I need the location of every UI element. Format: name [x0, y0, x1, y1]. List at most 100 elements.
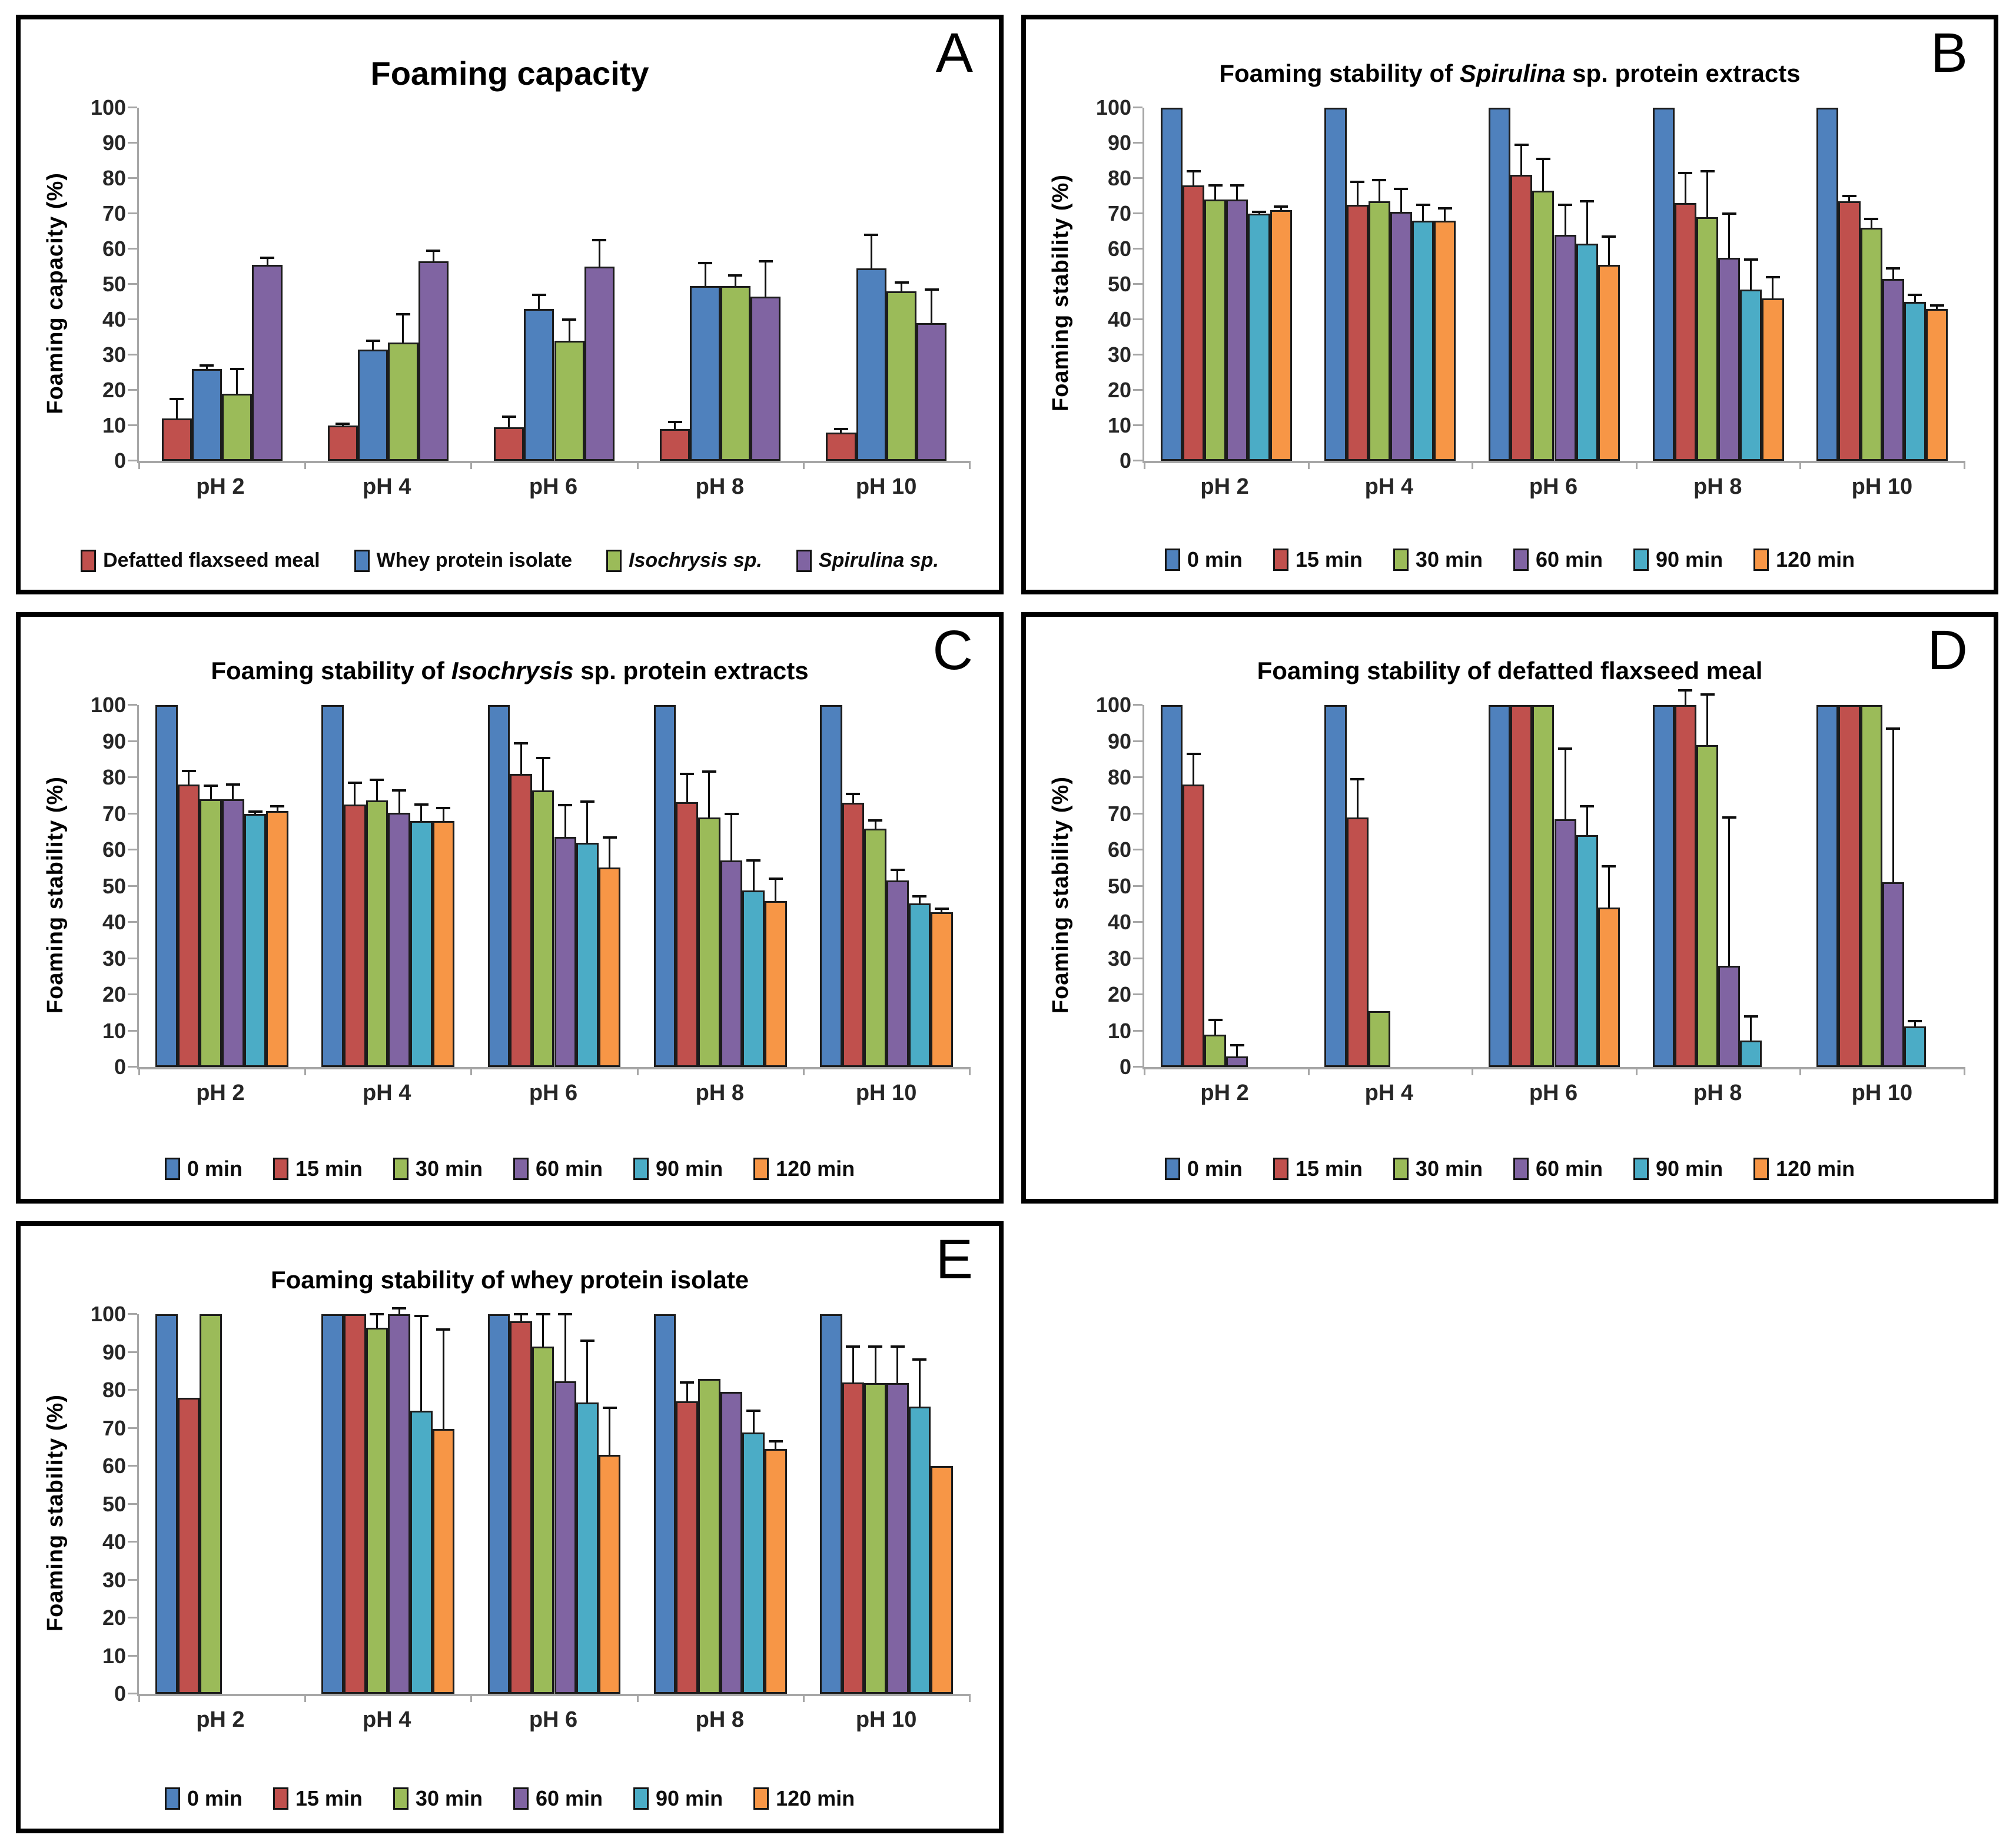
error-bar-cap — [864, 234, 879, 236]
bar — [388, 343, 419, 461]
bar — [222, 799, 244, 1067]
legend-label: 120 min — [776, 1786, 855, 1810]
y-tick-mark — [128, 1427, 137, 1429]
legend-label: Whey protein isolate — [376, 549, 573, 571]
bars-layer — [139, 705, 969, 1067]
error-bar — [1356, 182, 1359, 205]
error-bar-cap — [1722, 212, 1736, 215]
bar — [1740, 290, 1762, 461]
error-bar-cap — [1558, 747, 1573, 750]
error-bar-cap — [426, 250, 441, 252]
bar — [532, 1346, 554, 1694]
error-bar — [1542, 159, 1545, 191]
x-tick-mark — [138, 1694, 140, 1702]
chart-title-segment: sp. protein extracts — [1565, 59, 1801, 87]
y-axis-title: Foaming capacity (%) — [42, 172, 68, 414]
legend-item: 120 min — [1753, 547, 1855, 572]
y-tick-mark — [128, 424, 137, 426]
y-tick-label: 10 — [1107, 413, 1131, 437]
legend: 0 min 15 min 30 min 60 min 90 min 120 min — [21, 1786, 999, 1811]
bars-layer — [139, 1307, 969, 1694]
plot-area: 0 10 20 30 40 50 60 70 80 90 100 — [91, 1304, 971, 1704]
error-bar-cap — [833, 428, 848, 430]
legend-item: 30 min — [1393, 1156, 1483, 1181]
error-bar — [775, 1441, 777, 1449]
bar — [1204, 200, 1227, 461]
x-axis-label: pH 2 — [1200, 474, 1249, 499]
error-bar — [1914, 1021, 1916, 1027]
x-tick-mark — [1635, 1067, 1638, 1075]
bar — [653, 705, 676, 1067]
error-bar-cap — [1394, 188, 1409, 190]
y-tick-mark — [1133, 177, 1142, 179]
x-axis-label: pH 8 — [695, 1080, 744, 1105]
bar — [366, 800, 388, 1067]
y-tick-mark — [128, 1066, 137, 1068]
chart-region: Foaming stability (%) 0 10 20 30 40 50 60 70 80 90… — [1026, 689, 1994, 1153]
error-bar-cap — [1886, 267, 1901, 270]
panel-d-flaxseed-stability: Foaming stability of defatted flaxseed m… — [1021, 612, 1998, 1204]
plot-column: 0 10 20 30 40 50 60 70 80 90 100 pH 2 pH 4 pH 6 pH 8 pH… — [1096, 689, 1965, 1116]
legend-item: 15 min — [1273, 1156, 1363, 1181]
legend-swatch — [1164, 549, 1180, 571]
bars-layer — [1144, 108, 1964, 461]
y-tick-label: 90 — [1107, 729, 1131, 753]
bar — [598, 1454, 621, 1694]
error-bar — [564, 805, 566, 837]
legend-label: 60 min — [1535, 1156, 1603, 1181]
legend-item: 0 min — [164, 1156, 243, 1181]
bar — [698, 817, 720, 1067]
y-tick-label: 40 — [102, 307, 126, 331]
x-axis-label: pH 10 — [1851, 474, 1913, 499]
x-tick-mark — [1799, 461, 1802, 469]
error-bar-cap — [536, 757, 550, 760]
bar — [1510, 705, 1533, 1067]
error-bar — [266, 258, 268, 265]
error-bar — [1193, 754, 1195, 785]
error-bar — [276, 806, 278, 811]
legend-swatch — [393, 1787, 408, 1810]
bar — [1882, 279, 1904, 461]
error-bar-cap — [1864, 218, 1879, 220]
y-tick-label: 20 — [102, 378, 126, 402]
legend-item: 60 min — [1513, 1156, 1603, 1181]
plot-column: 0 10 20 30 40 50 60 70 80 90 100 pH 2 pH 4 pH 6 pH 8 pH… — [1096, 97, 1965, 510]
y-tick-mark — [1133, 921, 1142, 923]
error-bar-cap — [1602, 235, 1616, 238]
bar — [720, 1392, 743, 1694]
error-bar-cap — [170, 398, 184, 400]
error-bar — [1400, 189, 1402, 212]
y-axis-title-box: Foaming stability (%) — [35, 705, 76, 1085]
legend-label: 0 min — [187, 1156, 243, 1181]
chart-title-italic-segment: Spirulina — [1459, 59, 1566, 87]
legend-item: 90 min — [633, 1786, 723, 1811]
y-tick-mark — [128, 1465, 137, 1467]
bar — [177, 1397, 200, 1694]
legend-item: 120 min — [753, 1786, 855, 1811]
y-tick-label: 60 — [102, 837, 126, 862]
error-bar — [775, 879, 777, 902]
legend-item: 15 min — [1273, 547, 1363, 572]
error-bar — [1214, 1020, 1217, 1035]
x-axis-label: pH 4 — [1364, 1080, 1413, 1105]
bar — [1160, 108, 1183, 461]
legend-item: 0 min — [1164, 1156, 1243, 1181]
x-axis-label: pH 2 — [1200, 1080, 1249, 1105]
bar — [1674, 705, 1696, 1067]
error-bar — [372, 341, 374, 350]
legend-swatch — [1753, 1158, 1769, 1180]
bar — [155, 1314, 178, 1694]
y-tick-mark — [128, 1578, 137, 1581]
error-bar — [586, 1341, 589, 1402]
error-bar-cap — [1416, 204, 1430, 206]
error-bar-cap — [1536, 158, 1550, 160]
error-bar-cap — [894, 281, 909, 284]
y-tick-mark — [128, 885, 137, 887]
y-tick-mark — [128, 283, 137, 285]
error-bar-cap — [370, 1313, 384, 1315]
bar — [1762, 298, 1784, 461]
x-tick-mark — [1307, 1067, 1310, 1075]
y-tick-label: 30 — [1107, 946, 1131, 970]
error-bar — [354, 783, 356, 805]
y-tick-mark — [1133, 283, 1142, 285]
